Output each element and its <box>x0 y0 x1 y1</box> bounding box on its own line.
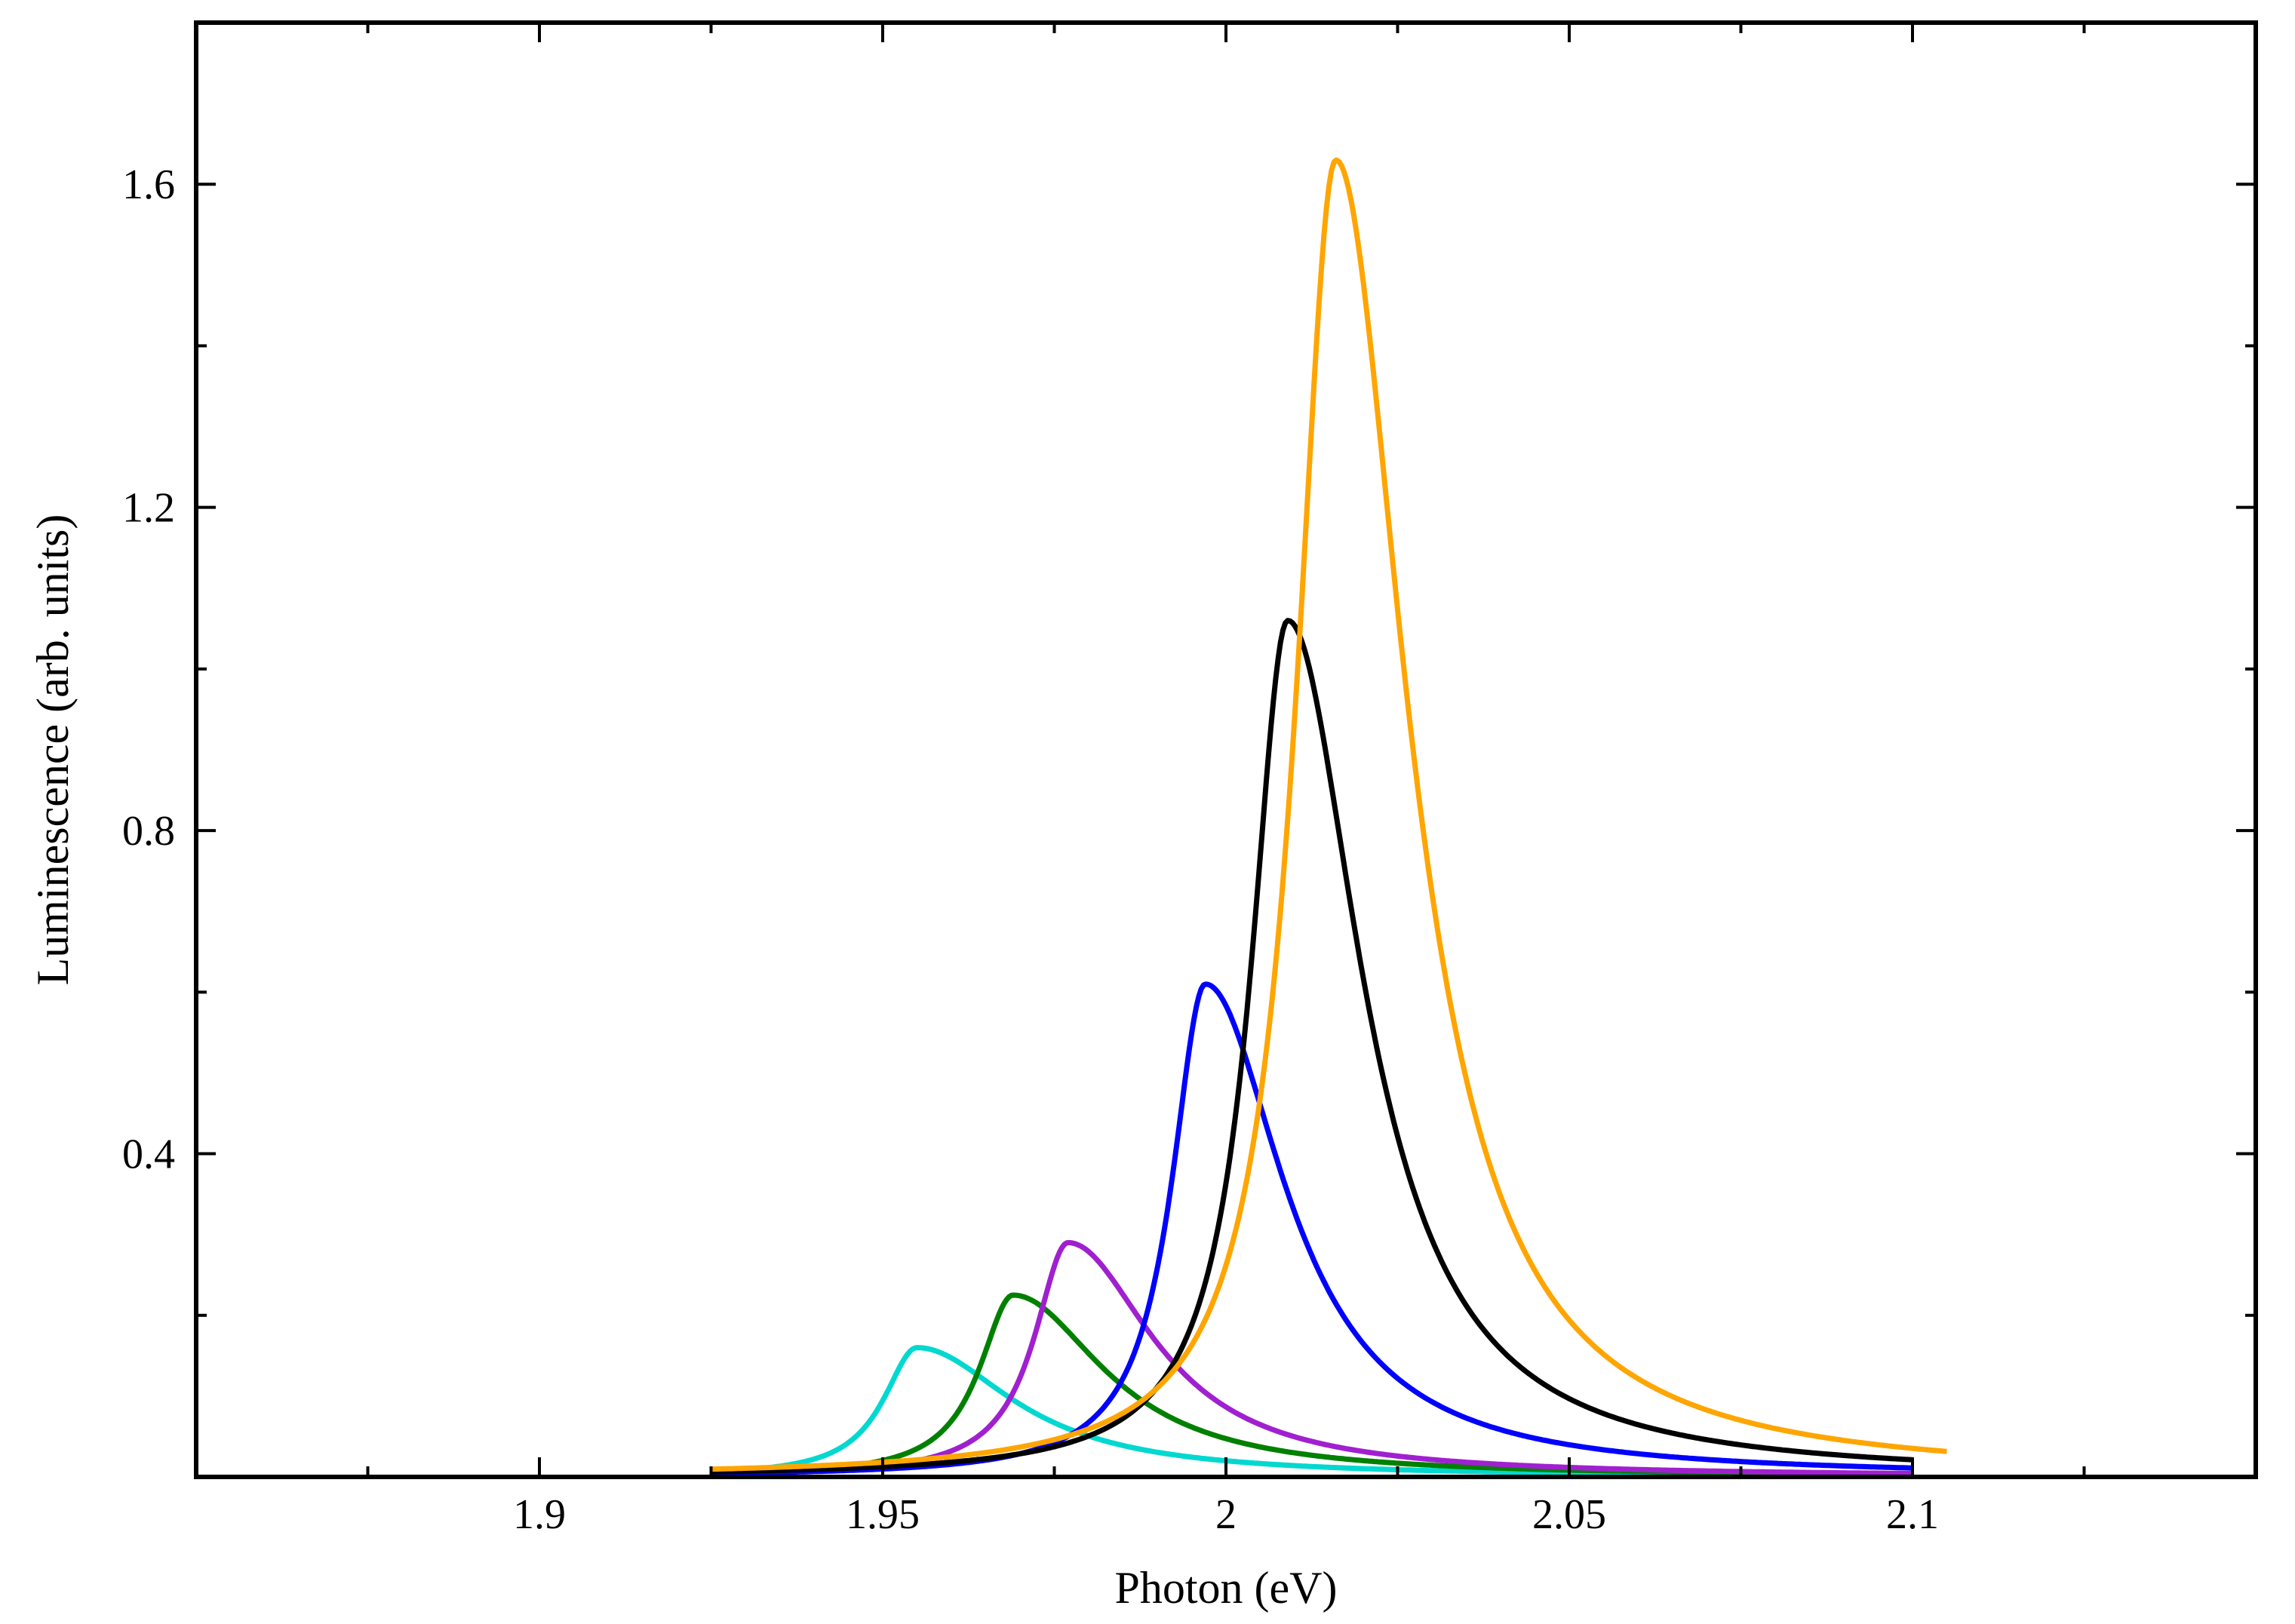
series-line-5 <box>711 618 1913 1475</box>
x-tick-label: 2.05 <box>1532 1491 1606 1538</box>
series-line-6 <box>711 157 1947 1472</box>
y-tick-label: 0.8 <box>122 808 175 855</box>
x-tick-label: 2 <box>1215 1491 1237 1538</box>
axis-tick-labels: 1.9 1.95 2 2.05 2.1 0.4 0.8 1.2 1.6 <box>122 161 1939 1538</box>
series-group <box>711 157 1947 1478</box>
y-tick-label: 0.4 <box>122 1131 175 1178</box>
y-tick-label: 1.6 <box>122 161 175 208</box>
series-line-4 <box>711 981 1913 1476</box>
y-tick-label: 1.2 <box>122 485 175 532</box>
series-line-3 <box>711 1239 1913 1477</box>
y-axis-title: Luminescence (arb. units) <box>28 514 78 986</box>
x-tick-label: 2.1 <box>1886 1491 1939 1538</box>
x-tick-label: 1.95 <box>846 1491 920 1538</box>
x-tick-label: 1.9 <box>513 1491 566 1538</box>
axis-ticks <box>196 23 2256 1477</box>
x-axis-title: Photon (eV) <box>1115 1563 1338 1613</box>
